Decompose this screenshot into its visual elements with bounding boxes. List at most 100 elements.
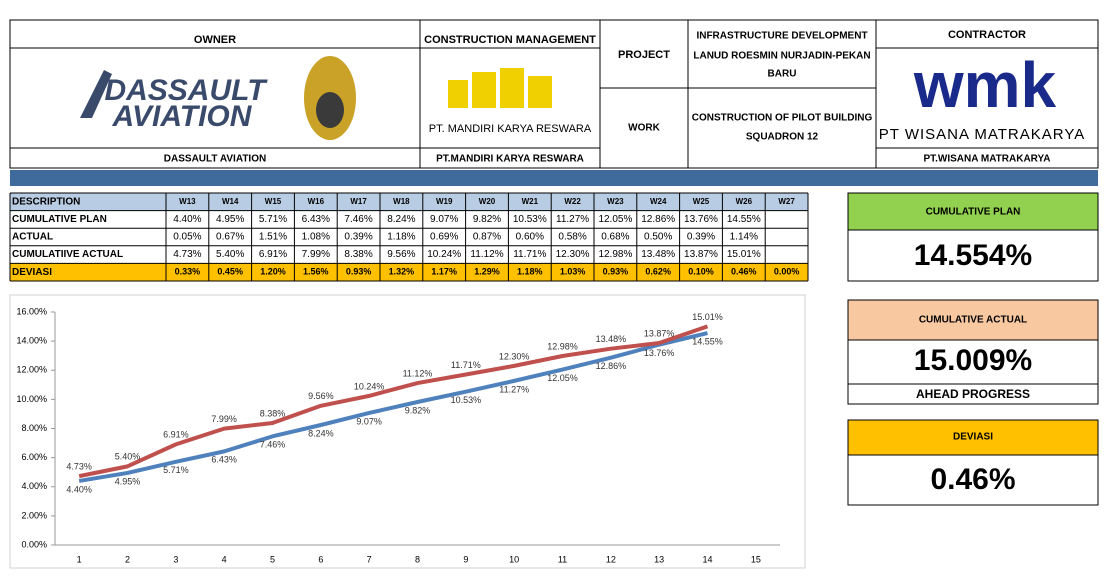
series-line [78, 331, 708, 483]
cell: 0.05% [173, 232, 201, 243]
cell: 4.40% [173, 214, 201, 225]
column-header: W24 [650, 197, 667, 206]
cell: 0.33% [175, 267, 201, 277]
cell: 0.60% [516, 232, 544, 243]
cm-logo [448, 68, 552, 108]
project-label: PROJECT [618, 49, 670, 61]
highlight-row [10, 263, 808, 281]
data-label: 10.53% [451, 395, 482, 405]
data-label: 12.05% [547, 373, 578, 383]
data-label: 12.30% [499, 351, 530, 361]
data-label: 7.46% [260, 440, 286, 450]
cell: 4.73% [173, 249, 201, 260]
y-tick-label: 0.00% [21, 539, 47, 549]
band [10, 170, 1098, 186]
cell: 0.93% [603, 267, 629, 277]
data-label: 9.56% [308, 391, 334, 401]
x-tick-label: 9 [463, 554, 468, 564]
data-label: 13.48% [596, 334, 627, 344]
cell: 11.27% [556, 214, 589, 225]
cell: 0.62% [645, 267, 671, 277]
cell: 12.05% [598, 214, 632, 225]
cell: 0.39% [344, 232, 372, 243]
header-row [10, 193, 808, 211]
cell: 9.56% [387, 249, 415, 260]
x-tick-label: 6 [318, 554, 323, 564]
card-value: 15.009% [914, 344, 1032, 377]
y-tick-label: 6.00% [21, 452, 47, 462]
cell: 0.87% [473, 232, 501, 243]
cell: 1.08% [302, 232, 330, 243]
data-label: 4.73% [66, 461, 92, 471]
cell: 6.91% [259, 249, 287, 260]
cell: 1.17% [431, 267, 457, 277]
cell: 1.56% [303, 267, 329, 277]
x-tick-label: 14 [702, 554, 712, 564]
column-header: W19 [436, 197, 453, 206]
cell: 0.67% [216, 232, 244, 243]
cell: 9.82% [473, 214, 501, 225]
logo-text: AVIATION [112, 100, 253, 133]
y-tick-label: 4.00% [21, 481, 47, 491]
column-header: DESCRIPTION [12, 196, 80, 207]
column-header: W15 [265, 197, 282, 206]
column-header: W13 [179, 197, 196, 206]
series-line [78, 324, 709, 479]
project-name: INFRASTRUCTURE DEVELOPMENT [696, 31, 867, 42]
column-header: W21 [522, 197, 539, 206]
project-name: LANUD ROESMIN NURJADIN-PEKAN [693, 51, 870, 62]
data-label: 4.40% [66, 484, 92, 494]
x-tick-label: 15 [751, 554, 761, 564]
cell: 6.43% [302, 214, 330, 225]
cell: 8.38% [344, 249, 372, 260]
column-header: W17 [350, 197, 367, 206]
cell: 1.18% [387, 232, 415, 243]
x-tick-label: 7 [367, 554, 372, 564]
data-label: 5.40% [115, 452, 141, 462]
data-label: 8.38% [260, 408, 286, 418]
x-tick-label: 5 [270, 554, 275, 564]
data-label: 14.55% [692, 336, 723, 346]
cell: 13.48% [641, 249, 675, 260]
cell: 12.86% [641, 214, 675, 225]
cm-logo-text: PT. MANDIRI KARYA RESWARA [429, 123, 592, 135]
card-value: 14.554% [914, 239, 1032, 272]
x-tick-label: 2 [125, 554, 130, 564]
cards: CUMULATIVE PLAN 14.554% CUMULATIVE ACTUA… [847, 192, 1099, 506]
data-label: 8.24% [308, 428, 334, 438]
x-tick-label: 4 [222, 554, 227, 564]
cell: 0.58% [558, 232, 586, 243]
y-tick-label: 14.00% [16, 336, 47, 346]
card-header [847, 419, 1099, 456]
row-label: CUMULATIVE PLAN [12, 214, 107, 225]
contractor-label: CONTRACTOR [948, 29, 1026, 41]
cell: 1.14% [730, 232, 758, 243]
cell: 1.32% [389, 267, 415, 277]
cell: 9.07% [430, 214, 458, 225]
project-name: BARU [768, 69, 797, 80]
cm-name: PT.MANDIRI KARYA RESWARA [436, 154, 584, 165]
card-body [847, 229, 1099, 282]
y-tick-label: 10.00% [16, 394, 47, 404]
card-label: CUMULATIVE ACTUAL [919, 315, 1027, 326]
data-label: 10.24% [354, 381, 385, 391]
y-tick-label: 16.00% [16, 306, 47, 316]
card-label: CUMULATIVE PLAN [926, 207, 1021, 218]
chart: 0.00%2.00%4.00%6.00%8.00%10.00%12.00%14.… [16, 306, 780, 564]
contractor-logo: wmk [913, 49, 1057, 121]
card-footer [847, 383, 1099, 405]
x-tick-label: 13 [654, 554, 664, 564]
cell: 1.29% [474, 267, 500, 277]
data-label: 13.76% [644, 348, 675, 358]
x-tick-label: 10 [509, 554, 519, 564]
data-label: 5.71% [163, 465, 189, 475]
card-header [847, 192, 1099, 231]
column-header: W22 [564, 197, 581, 206]
data-label: 15.01% [692, 312, 723, 322]
cm-label: CONSTRUCTION MANAGEMENT [424, 34, 596, 46]
y-tick-label: 8.00% [21, 423, 47, 433]
cell: 7.46% [344, 214, 372, 225]
contractor-logo-text: PT WISANA MATRAKARYA [879, 126, 1085, 143]
cell: 0.46% [731, 267, 757, 277]
